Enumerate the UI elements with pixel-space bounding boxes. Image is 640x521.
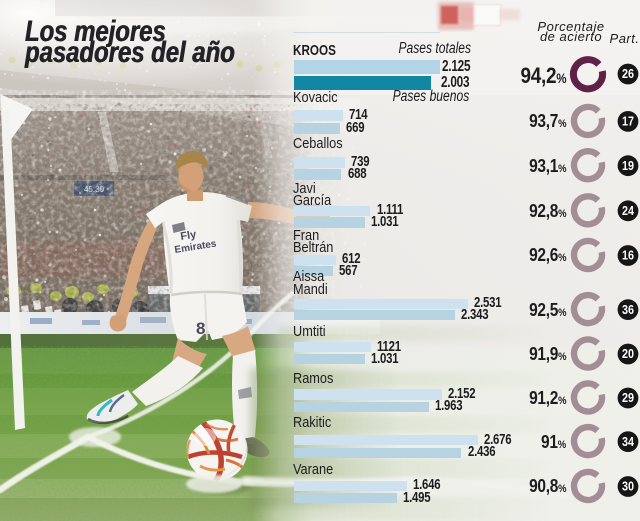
svg-text:29: 29 [622, 391, 634, 405]
svg-text:16: 16 [622, 249, 634, 263]
svg-text:17: 17 [622, 115, 634, 129]
svg-text:19: 19 [622, 159, 634, 173]
svg-text:24: 24 [622, 204, 634, 218]
svg-text:8: 8 [196, 319, 205, 338]
svg-text:20: 20 [622, 347, 634, 361]
svg-text:Fly: Fly [180, 228, 198, 242]
svg-text:34: 34 [622, 435, 634, 449]
svg-text:26: 26 [622, 67, 634, 81]
svg-text:36: 36 [622, 303, 634, 317]
svg-text:30: 30 [622, 480, 634, 494]
